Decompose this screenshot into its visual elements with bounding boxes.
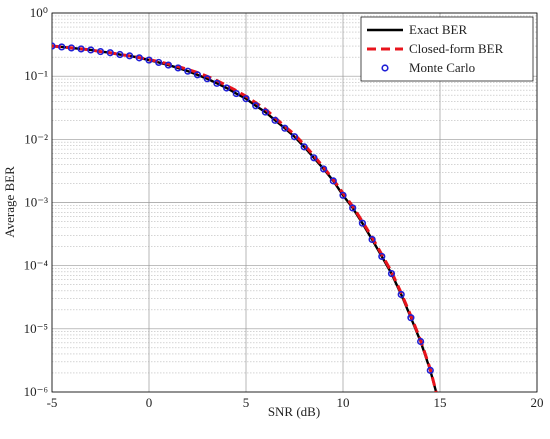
- marker: [87, 46, 95, 54]
- legend-label: Closed-form BER: [409, 41, 504, 56]
- marker: [397, 290, 405, 299]
- axes-frame: [51, 12, 538, 393]
- marker: [339, 191, 347, 199]
- y-tick-label: 10⁻²: [24, 131, 48, 146]
- marker: [164, 61, 172, 69]
- marker: [52, 42, 56, 50]
- marker: [174, 64, 182, 72]
- x-tick-label: 10: [337, 395, 350, 410]
- marker: [135, 54, 143, 62]
- y-tick-label: 10⁻⁶: [24, 384, 48, 399]
- x-tick-label: 0: [146, 395, 153, 410]
- marker: [329, 177, 337, 185]
- marker: [387, 269, 396, 278]
- x-tick-label: 5: [243, 395, 250, 410]
- marker: [310, 154, 318, 162]
- marker: [281, 124, 289, 132]
- marker: [106, 49, 114, 57]
- x-tick-label: -5: [47, 395, 58, 410]
- marker: [58, 43, 66, 51]
- x-axis-label: SNR (dB): [268, 404, 320, 419]
- marker: [300, 143, 308, 151]
- marker: [320, 165, 328, 173]
- marker: [290, 133, 299, 141]
- marker: [77, 45, 85, 53]
- marker: [358, 219, 367, 227]
- y-tick-label: 10⁻⁵: [24, 321, 48, 336]
- legend-label: Monte Carlo: [409, 60, 475, 75]
- marker: [184, 67, 192, 75]
- y-tick-label: 10⁻¹: [24, 68, 48, 83]
- marker: [155, 58, 163, 67]
- marker: [349, 204, 357, 212]
- marker: [378, 252, 386, 261]
- marker: [426, 366, 434, 374]
- marker: [242, 95, 250, 103]
- marker: [252, 102, 260, 110]
- x-tick-label: 20: [531, 395, 544, 410]
- legend-label: Exact BER: [409, 22, 467, 37]
- y-axis-label: Average BER: [2, 166, 17, 238]
- marker: [232, 89, 240, 98]
- marker: [368, 235, 376, 244]
- marker: [213, 79, 221, 87]
- marker: [96, 47, 105, 56]
- marker: [417, 337, 425, 346]
- marker: [407, 314, 415, 322]
- marker: [126, 52, 134, 60]
- marker: [271, 116, 279, 124]
- x-tick-label: 15: [434, 395, 447, 410]
- marker: [261, 108, 270, 116]
- y-tick-label: 10⁻⁴: [24, 258, 49, 273]
- marker: [67, 44, 75, 52]
- marker: [193, 71, 202, 79]
- marker: [223, 84, 231, 92]
- y-tick-label: 10⁰: [30, 5, 48, 20]
- marker: [203, 75, 211, 83]
- marker: [145, 56, 153, 64]
- y-tick-label: 10⁻³: [24, 195, 48, 210]
- marker: [116, 50, 124, 59]
- legend-marker: [381, 64, 389, 72]
